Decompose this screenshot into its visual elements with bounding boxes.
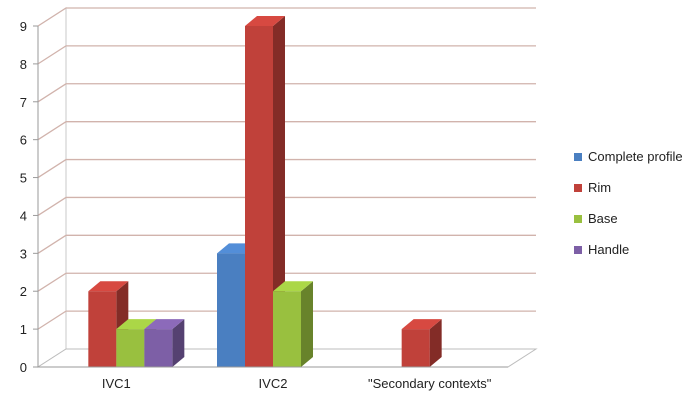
x-axis-tick-labels: IVC1 IVC2 "Secondary contexts" bbox=[102, 376, 492, 391]
x-tick-label: "Secondary contexts" bbox=[368, 376, 492, 391]
gridline bbox=[37, 7, 536, 27]
gridlines bbox=[37, 7, 536, 330]
y-tick-label: 3 bbox=[20, 246, 27, 261]
gridline bbox=[37, 196, 536, 216]
legend-label-base: Base bbox=[588, 211, 618, 226]
gridline bbox=[37, 121, 536, 141]
axes bbox=[33, 25, 508, 368]
y-tick-label: 0 bbox=[20, 360, 27, 375]
y-tick-label: 5 bbox=[20, 171, 27, 186]
bar-ivc2-base bbox=[273, 281, 313, 367]
legend-item-handle: Handle bbox=[574, 234, 698, 265]
legend-item-base: Base bbox=[574, 203, 698, 234]
y-tick-label: 7 bbox=[20, 95, 27, 110]
y-tick-label: 2 bbox=[20, 284, 27, 299]
gridline bbox=[37, 234, 536, 254]
legend-label-handle: Handle bbox=[588, 242, 630, 257]
gridline bbox=[37, 158, 536, 179]
legend-label-rim: Rim bbox=[588, 180, 612, 195]
y-tick-label: 9 bbox=[20, 19, 27, 34]
legend-item-rim: Rim bbox=[574, 172, 698, 203]
legend-item-complete-profile: Complete profile bbox=[574, 141, 698, 172]
gridline bbox=[37, 83, 536, 103]
x-tick-label: IVC1 bbox=[102, 376, 131, 391]
gridline bbox=[37, 310, 536, 330]
bar-secondary-contexts-rim bbox=[401, 319, 442, 367]
bar-ivc1-handle bbox=[144, 319, 185, 367]
y-tick-label: 1 bbox=[20, 322, 27, 337]
legend: Complete profile Rim Base Handle bbox=[574, 141, 698, 265]
legend-swatch-complete-profile bbox=[574, 152, 582, 161]
gridline bbox=[37, 45, 536, 65]
bar-ivc2-rim bbox=[245, 16, 285, 367]
legend-swatch-rim bbox=[574, 183, 582, 192]
y-tick-label: 6 bbox=[20, 133, 27, 148]
x-tick-label: IVC2 bbox=[259, 376, 288, 391]
legend-swatch-handle bbox=[574, 245, 582, 254]
y-axis-tick-labels: 0 1 2 3 4 5 6 7 8 9 bbox=[20, 19, 27, 375]
y-tick-label: 4 bbox=[20, 208, 27, 223]
y-tick-label: 8 bbox=[20, 57, 27, 72]
gridline bbox=[37, 272, 536, 292]
bars bbox=[88, 16, 442, 367]
legend-label-complete-profile: Complete profile bbox=[588, 149, 683, 164]
legend-swatch-base bbox=[574, 214, 582, 223]
